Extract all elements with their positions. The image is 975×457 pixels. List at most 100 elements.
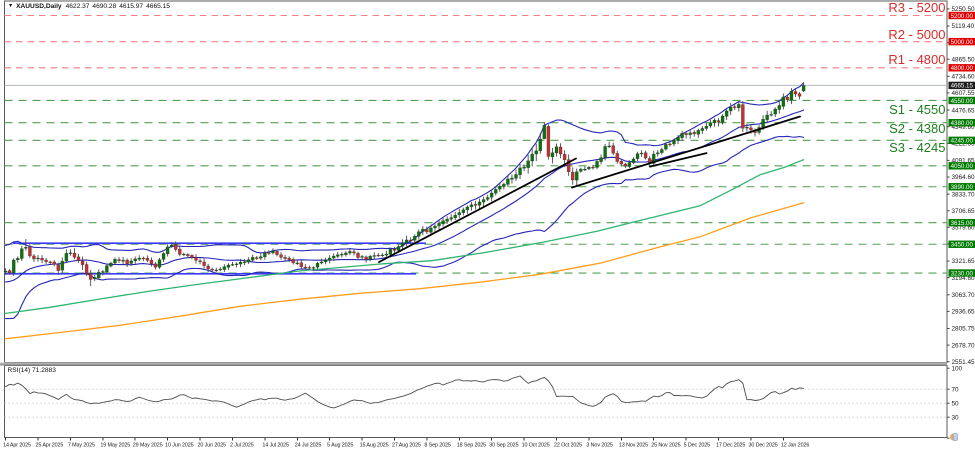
candle-bearish[interactable]: [284, 257, 287, 258]
candle-bearish[interactable]: [215, 270, 218, 271]
candle-bullish[interactable]: [604, 146, 607, 157]
candle-bullish[interactable]: [417, 232, 420, 236]
candle-bearish[interactable]: [624, 164, 627, 166]
candle-bearish[interactable]: [203, 262, 206, 266]
candle-bearish[interactable]: [53, 262, 56, 264]
candle-bearish[interactable]: [28, 247, 31, 256]
candle-bullish[interactable]: [134, 259, 137, 261]
candle-bearish[interactable]: [77, 257, 80, 261]
candle-bullish[interactable]: [555, 147, 558, 153]
candle-bearish[interactable]: [186, 255, 189, 256]
candle-bullish[interactable]: [405, 240, 408, 243]
candle-bearish[interactable]: [620, 161, 623, 164]
candle-bullish[interactable]: [608, 146, 611, 147]
candle-bullish[interactable]: [762, 119, 765, 127]
symbol-collapse-icon[interactable]: ▼: [8, 3, 13, 9]
candle-bearish[interactable]: [547, 126, 550, 156]
candle-bullish[interactable]: [494, 189, 497, 193]
candle-bearish[interactable]: [425, 230, 428, 232]
candle-bearish[interactable]: [798, 94, 801, 97]
candle-bullish[interactable]: [223, 267, 226, 270]
candle-bullish[interactable]: [109, 263, 112, 266]
candle-bullish[interactable]: [802, 85, 805, 91]
candle-bearish[interactable]: [73, 253, 76, 257]
candle-bullish[interactable]: [324, 260, 327, 262]
candle-bullish[interactable]: [344, 253, 347, 255]
candle-bullish[interactable]: [101, 272, 104, 273]
candle-bullish[interactable]: [575, 172, 578, 180]
candle-bearish[interactable]: [49, 262, 52, 263]
candle-bullish[interactable]: [438, 223, 441, 226]
candle-bullish[interactable]: [705, 126, 708, 128]
candle-bullish[interactable]: [697, 130, 700, 134]
candle-bearish[interactable]: [717, 121, 720, 123]
candle-bullish[interactable]: [454, 215, 457, 218]
candle-bearish[interactable]: [685, 133, 688, 134]
candle-bullish[interactable]: [478, 202, 481, 205]
candle-bearish[interactable]: [612, 146, 615, 153]
candle-bullish[interactable]: [429, 228, 432, 232]
candle-bearish[interactable]: [559, 147, 562, 154]
candle-bearish[interactable]: [393, 249, 396, 250]
candle-bearish[interactable]: [211, 269, 214, 270]
candle-bullish[interactable]: [122, 260, 125, 261]
candle-bullish[interactable]: [721, 116, 724, 122]
candle-bearish[interactable]: [126, 260, 129, 264]
candle-bullish[interactable]: [446, 219, 449, 221]
candle-bullish[interactable]: [105, 266, 108, 272]
candle-bullish[interactable]: [531, 154, 534, 161]
candle-bullish[interactable]: [709, 123, 712, 126]
candle-bullish[interactable]: [510, 178, 513, 179]
candle-bearish[interactable]: [85, 265, 88, 274]
candle-bullish[interactable]: [587, 167, 590, 169]
candle-bearish[interactable]: [150, 260, 153, 264]
candle-bullish[interactable]: [551, 153, 554, 157]
candle-bullish[interactable]: [790, 91, 793, 100]
candle-bullish[interactable]: [328, 258, 331, 260]
candle-bullish[interactable]: [737, 104, 740, 107]
candle-bullish[interactable]: [401, 243, 404, 246]
candle-bearish[interactable]: [207, 266, 210, 269]
candle-bullish[interactable]: [519, 168, 522, 175]
candle-bullish[interactable]: [381, 255, 384, 256]
candle-bearish[interactable]: [41, 258, 44, 260]
candle-bearish[interactable]: [749, 128, 752, 130]
candle-bullish[interactable]: [340, 254, 343, 255]
candle-bullish[interactable]: [61, 261, 64, 270]
candle-bullish[interactable]: [162, 253, 165, 259]
candle-bullish[interactable]: [482, 200, 485, 203]
candle-bullish[interactable]: [433, 226, 436, 228]
candle-bullish[interactable]: [312, 268, 315, 269]
candle-bearish[interactable]: [45, 260, 48, 262]
candle-bearish[interactable]: [81, 261, 84, 265]
candle-bullish[interactable]: [660, 150, 663, 153]
candle-bullish[interactable]: [713, 120, 716, 123]
candle-bearish[interactable]: [8, 271, 11, 273]
candle-bullish[interactable]: [664, 144, 667, 149]
candle-bullish[interactable]: [373, 256, 376, 257]
bollinger-middle-band[interactable]: [6, 110, 804, 282]
bollinger-upper-band[interactable]: [6, 83, 804, 253]
candle-bullish[interactable]: [770, 114, 773, 115]
candle-bullish[interactable]: [579, 169, 582, 171]
candle-bullish[interactable]: [506, 179, 509, 184]
candle-bullish[interactable]: [498, 186, 501, 189]
candle-bullish[interactable]: [681, 133, 684, 137]
candle-bearish[interactable]: [377, 255, 380, 256]
candle-bearish[interactable]: [280, 255, 283, 258]
candle-bullish[interactable]: [336, 255, 339, 257]
candle-bullish[interactable]: [502, 184, 505, 186]
candle-bearish[interactable]: [365, 257, 368, 260]
candle-bullish[interactable]: [523, 167, 526, 168]
candle-bullish[interactable]: [701, 128, 704, 130]
candle-bearish[interactable]: [733, 107, 736, 108]
candle-bullish[interactable]: [138, 258, 141, 259]
candle-bullish[interactable]: [239, 262, 242, 264]
candle-bullish[interactable]: [69, 253, 72, 254]
candle-bullish[interactable]: [466, 207, 469, 210]
candle-bearish[interactable]: [474, 204, 477, 205]
candle-bullish[interactable]: [97, 272, 100, 278]
candle-bullish[interactable]: [320, 262, 323, 263]
candle-bullish[interactable]: [450, 218, 453, 219]
